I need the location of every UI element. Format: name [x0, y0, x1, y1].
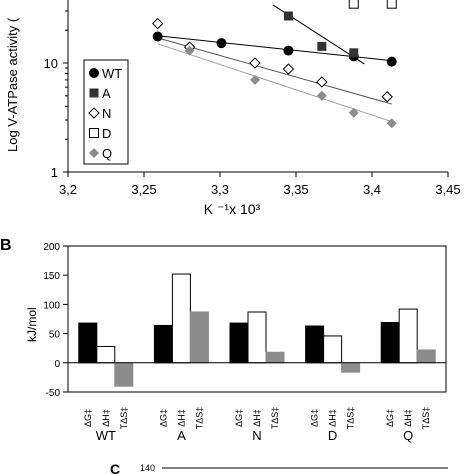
b-sublabel: ΔH‡: [252, 409, 262, 427]
b-bar-wt-0: [78, 322, 98, 364]
b-sublabel: TΔS‡: [421, 407, 431, 430]
a-x-tick-label: 3,3: [211, 182, 229, 197]
a-legend-label-n: N: [102, 106, 111, 121]
a-x-tick-label: 3,2: [59, 182, 77, 197]
b-sublabel: TΔS‡: [346, 407, 356, 430]
a-fit-line-q: [157, 43, 392, 123]
b-bar-a-1: [171, 273, 191, 364]
b-sublabel: ΔG‡: [385, 409, 395, 427]
b-sublabel: ΔH‡: [403, 409, 413, 427]
a-legend-marker-q: [89, 148, 99, 158]
b-bar-q-1: [398, 308, 418, 364]
b-bar-q-2: [416, 349, 436, 364]
b-bar-d-0: [305, 325, 325, 364]
a-legend-label-a: A: [102, 86, 111, 101]
b-sublabel: ΔH‡: [328, 409, 338, 427]
panel-a-scatter-chart: 1 10 3,2 3,25 3,3 3,35 3,4 3,45 Log V-ATPase a…: [5, 0, 461, 217]
b-y-tick-label: -50: [46, 388, 61, 399]
a-point-wt: [216, 38, 227, 49]
a-point-q: [348, 107, 359, 118]
a-x-tick-label: 3,35: [283, 182, 308, 197]
a-point-d: [386, 0, 397, 9]
a-legend-label-q: Q: [102, 146, 112, 161]
b-category-label-wt: WT: [96, 428, 116, 443]
b-sublabel: ΔG‡: [83, 409, 93, 427]
a-y-tick-label: 10: [44, 56, 58, 71]
a-point-q: [184, 45, 195, 56]
b-bar-q-0: [380, 322, 400, 364]
a-point-n: [249, 57, 261, 69]
a-point-n: [151, 17, 164, 30]
b-sublabel: TΔS‡: [270, 407, 280, 430]
b-bar-d-2: [341, 362, 361, 373]
c-y-tick-label: 140: [140, 463, 155, 473]
b-bar-wt-1: [96, 345, 116, 364]
a-point-wt: [386, 56, 397, 67]
b-y-tick-label: 200: [43, 242, 60, 253]
a-fit-line-n: [157, 37, 392, 105]
b-sublabel: TΔS‡: [194, 407, 204, 430]
a-point-n: [316, 76, 328, 88]
b-bar-d-1: [323, 335, 343, 364]
a-x-tick-label: 3,4: [363, 182, 381, 197]
b-y-tick-label: 150: [43, 271, 60, 282]
a-legend-marker-d: [89, 128, 99, 138]
b-sublabel: ΔG‡: [310, 409, 320, 427]
a-point-n: [282, 63, 295, 75]
a-point-n: [381, 91, 393, 103]
a-point-q: [316, 90, 327, 101]
panel-b-bar-chart: B 200 150 100 50 0 -50 ΔG‡ ΔH‡ TΔS‡ ΔG‡ ΔH‡ TΔS‡ ΔG…: [0, 237, 447, 443]
a-point-wt: [283, 45, 294, 56]
b-sublabel: ΔG‡: [158, 409, 168, 427]
b-bar-n-1: [247, 311, 267, 364]
a-legend-label-wt: WT: [102, 66, 122, 81]
a-point-q: [249, 74, 260, 85]
b-bar-n-0: [229, 322, 249, 364]
b-plot-frame: [67, 245, 447, 393]
b-bar-a-2: [189, 311, 209, 364]
b-sublabel: ΔH‡: [101, 409, 111, 427]
a-point-a: [317, 41, 327, 51]
b-sublabel: ΔG‡: [234, 409, 244, 427]
b-category-label-n: N: [252, 428, 261, 443]
b-y-tick-label: 0: [54, 359, 60, 370]
a-x-tick-label: 3,45: [435, 182, 460, 197]
b-y-axis-label: kJ/mol: [25, 307, 39, 342]
a-point-wt: [152, 31, 163, 42]
b-category-label-a: A: [177, 428, 186, 443]
a-legend-marker-wt: [89, 68, 99, 78]
b-bar-a-0: [153, 324, 173, 364]
a-y-axis-label: Log V-ATPase activity (: [5, 17, 20, 152]
panel-c-chart: C 140: [110, 461, 448, 474]
a-legend-marker-a: [89, 88, 99, 98]
a-legend-label-d: D: [102, 126, 111, 141]
b-sublabel: TΔS‡: [119, 407, 129, 430]
b-sublabel: ΔH‡: [176, 409, 186, 427]
a-point-a: [349, 48, 359, 58]
b-panel-label: B: [0, 237, 12, 254]
c-panel-label: C: [110, 461, 120, 474]
a-point-a: [283, 11, 293, 21]
b-y-tick-label: 50: [49, 330, 61, 341]
a-point-q: [386, 118, 397, 129]
a-x-axis-label: K ⁻¹x 10³: [204, 201, 261, 217]
a-legend-marker-n: [88, 107, 100, 119]
a-point-d: [348, 0, 359, 9]
a-x-tick-label: 3,25: [131, 182, 156, 197]
a-y-tick-label: 1: [51, 165, 58, 180]
b-bar-wt-2: [114, 362, 134, 387]
b-y-tick-label: 100: [43, 300, 60, 311]
b-category-label-d: D: [328, 428, 337, 443]
b-category-label-q: Q: [403, 428, 413, 443]
b-bar-n-2: [265, 351, 285, 364]
